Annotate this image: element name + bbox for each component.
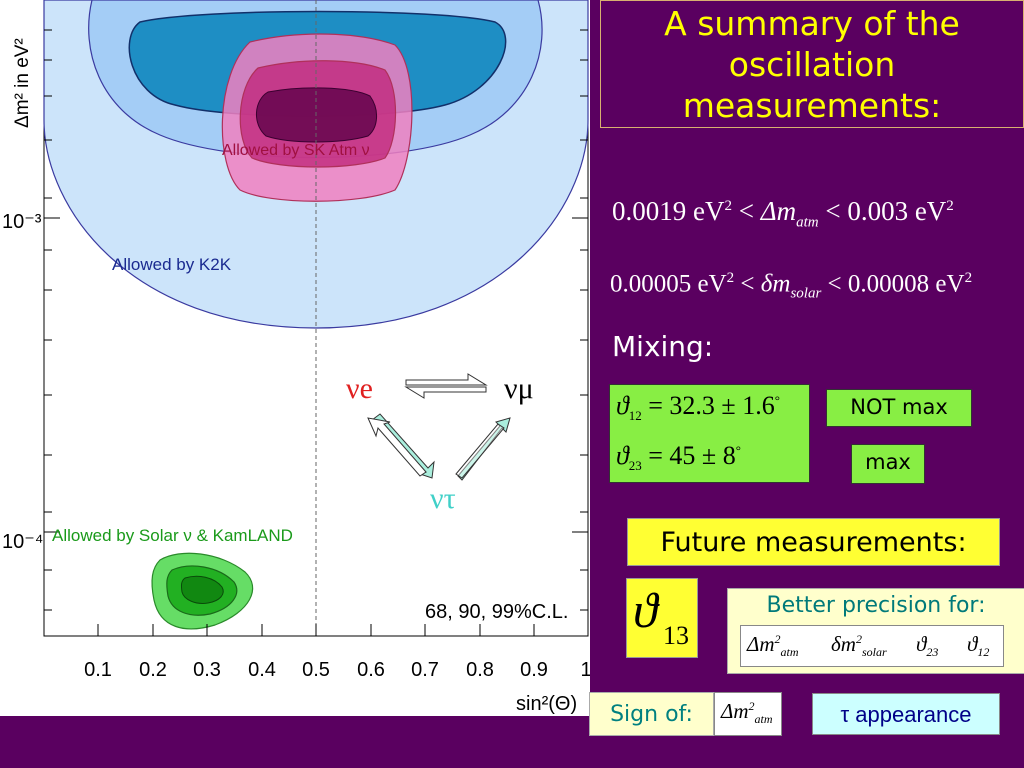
tau-appearance-box: τ appearance [812,693,1000,735]
sign-of-label: Sign of: [589,692,714,736]
sk-region-68 [256,87,377,143]
future-title: Future measurements: [627,518,1000,566]
y-tick-label: 10⁻⁴ [2,531,43,553]
better-precision-box: Better precision for: Δm2atm δm2solar ϑ2… [727,588,1024,674]
solar-region-68 [180,575,224,604]
solar-symbol: δm [760,270,791,298]
nu-tau-label: ντ [430,482,456,515]
theta13-symbol: ϑ [633,582,658,638]
mixing-box: ϑ12 = 32.3 ± 1.6° ϑ23 = 45 ± 8° [609,384,810,483]
x-tick-label: 0.1 [84,659,112,681]
precision-dm-solar-sym: δm [831,632,856,656]
slide-title: A summary of the oscillation measurement… [664,4,960,125]
theta23-deg: ° [735,442,741,458]
x-tick-label: 0.6 [357,659,385,681]
arrow-tau-e-b [367,417,427,477]
theta12-symbol: ϑ [616,391,629,420]
x-tick-label: 0.4 [248,659,276,681]
arrow-tau-mu-b [455,423,505,479]
precision-theta12: ϑ12 [967,632,989,660]
atm-sub: atm [796,214,819,231]
atm-low-sup: 2 [724,198,732,214]
theta12-sub: 12 [628,408,642,424]
confidence-label: 68, 90, 99%C.L. [425,601,568,623]
theta13-box: ϑ 13 [626,578,698,658]
x-tick-labels: 0.1 0.2 0.3 0.4 0.5 0.6 0.7 0.8 0.9 1 [84,659,590,681]
atm-symbol: Δm [760,196,797,226]
plot-canvas: Δm² in eV² 10⁻³ 10⁻⁴ 0.1 0.2 0.3 0.4 0.5… [2,0,590,715]
title-box: A summary of the oscillation measurement… [600,0,1024,128]
theta13-sub: 13 [663,621,689,650]
better-precision-items: Δm2atm δm2solar ϑ23 ϑ12 [740,625,1004,667]
x-tick-label: 0.2 [139,659,167,681]
x-tick-label: 0.8 [466,659,494,681]
theta23-line: ϑ23 = 45 ± 8° [616,441,741,474]
y-major-ticks [44,217,588,533]
precision-theta12-sym: ϑ [967,632,978,656]
nu-mu-label: νμ [504,372,534,405]
precision-theta23-sym: ϑ [916,632,927,656]
theta23-value: = 45 ± 8 [648,441,736,470]
formula-solar: 0.00005 eV2 < δmsolar < 0.00008 eV2 [610,270,972,302]
sign-sup: 2 [748,699,755,713]
formula-atm: 0.0019 eV2 < Δmatm < 0.003 eV2 [612,196,954,231]
x-tick-label: 0.3 [193,659,221,681]
atm-low: 0.0019 eV [612,196,725,226]
precision-dm-atm-sub: atm [780,645,799,660]
max-badge: max [851,444,925,484]
precision-theta23-sub: 23 [926,645,939,660]
solar-low-sup: 2 [726,270,735,286]
solar-low: 0.00005 eV [610,270,727,298]
arrow-mu-to-e [404,386,487,399]
precision-theta23: ϑ23 [916,632,938,660]
precision-dm-atm-sym: Δm [747,632,775,656]
x-tick-label: 0.9 [520,659,548,681]
sign-of-dm-atm: Δm2atm [714,692,782,736]
oscillation-plot: Δm² in eV² 10⁻³ 10⁻⁴ 0.1 0.2 0.3 0.4 0.5… [0,0,590,716]
mixing-label: Mixing: [612,330,714,363]
theta12-value: = 32.3 ± 1.6 [648,391,775,420]
theta12-deg: ° [774,392,780,408]
precision-dm-solar: δm2solar [831,632,887,660]
x-tick-label: 0.7 [411,659,439,681]
x-ticks [97,624,535,636]
theta23-sub: 23 [628,458,642,474]
better-precision-label: Better precision for: [766,593,986,618]
theta12-line: ϑ12 = 32.3 ± 1.6° [616,391,780,424]
atm-high-sup: 2 [946,198,954,214]
theta23-symbol: ϑ [616,441,629,470]
sign-sub: atm [754,712,773,727]
arrow-e-to-mu [405,373,488,386]
atm-high: 0.003 eV [847,196,947,226]
precision-dm-solar-sub: solar [861,645,887,660]
x-tick-label: 1 [580,659,590,681]
oscillation-arrows [367,373,511,481]
x-tick-label: 0.5 [302,659,330,681]
k2k-label: Allowed by K2K [112,255,232,274]
solar-label: Allowed by Solar ν & KamLAND [52,526,293,545]
y-minor-ticks [44,29,588,611]
sign-of-dm-atm-expr: Δm2atm [721,699,773,727]
precision-dm-solar-sup: 2 [855,632,862,646]
y-axis-label: Δm² in eV² [12,38,33,128]
nu-e-label: νe [346,372,373,405]
y-tick-label: 10⁻³ [2,211,42,233]
solar-high-sup: 2 [964,270,973,286]
atm-lt2: < [825,196,841,226]
precision-dm-atm-sup: 2 [774,632,781,646]
solar-lt2: < [827,270,842,298]
precision-theta12-sub: 12 [977,645,990,660]
sign-sym: Δm [721,699,749,723]
x-axis-label: sin²(Θ) [516,693,577,715]
atm-lt1: < [738,196,754,226]
not-max-badge: NOT max [826,389,972,427]
precision-dm-atm: Δm2atm [747,632,799,660]
solar-sub: solar [790,285,822,302]
sk-label: Allowed by SK Atm ν [222,142,370,159]
solar-lt1: < [740,270,755,298]
solar-high: 0.00008 eV [847,270,965,298]
